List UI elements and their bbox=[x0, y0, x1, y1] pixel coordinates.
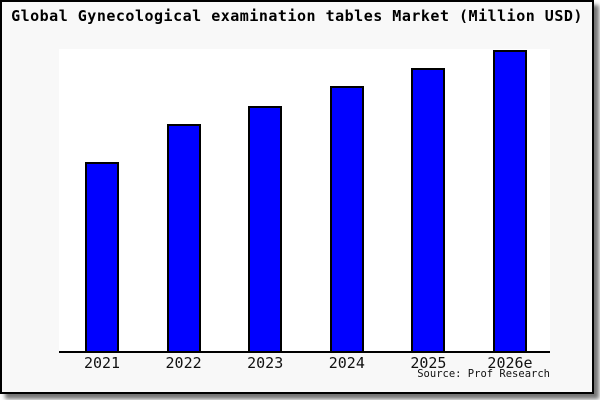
chart-title: Global Gynecological examination tables … bbox=[11, 7, 583, 25]
plot-area bbox=[59, 49, 550, 353]
bar-2026e bbox=[493, 50, 527, 351]
x-label-2025: 2025 bbox=[410, 354, 447, 372]
bar-2024 bbox=[329, 86, 364, 351]
bar-2023 bbox=[248, 106, 283, 351]
source-note: Source: Prof Research bbox=[417, 368, 550, 380]
bar-2022 bbox=[166, 124, 201, 351]
x-label-2026e: 2026e bbox=[487, 354, 533, 372]
x-label-2024: 2024 bbox=[328, 354, 365, 372]
bar-2025 bbox=[411, 68, 446, 351]
x-label-2023: 2023 bbox=[247, 354, 284, 372]
x-label-2021: 2021 bbox=[83, 354, 121, 372]
x-label-2022: 2022 bbox=[165, 354, 202, 372]
bar-2021 bbox=[85, 162, 119, 351]
